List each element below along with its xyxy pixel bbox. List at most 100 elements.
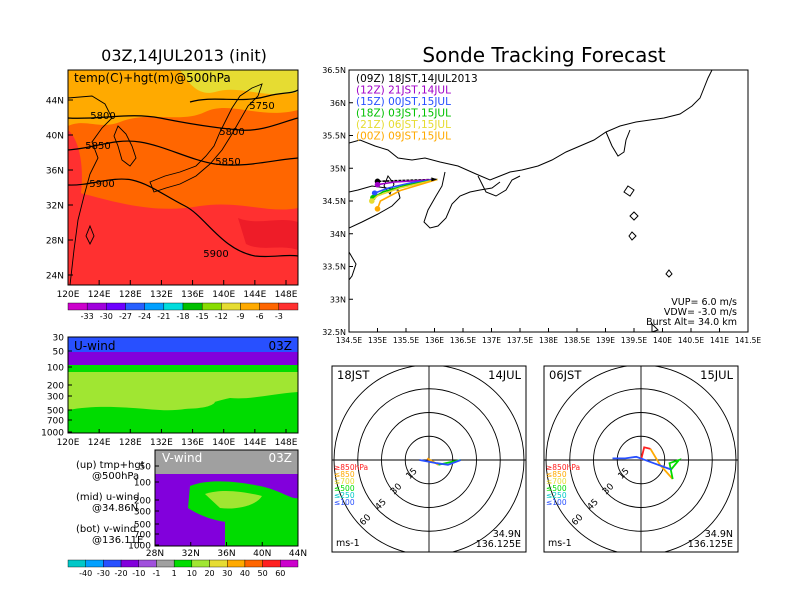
p-tick-label: 700 <box>134 531 151 541</box>
hodo-trace <box>419 459 462 466</box>
lon-tick-label: 120E <box>57 290 80 300</box>
lon-tick-label: 138.5E <box>564 336 590 345</box>
colorbar-swatch <box>86 302 107 311</box>
panel-notes: (up) tmp+hgt@500hPa (mid) u-wind@34.86N (b… <box>76 460 145 546</box>
hodo-trace <box>640 446 651 461</box>
hodo-location-lat: 34.9N <box>493 529 521 540</box>
hodo-unit: ms-1 <box>548 538 572 549</box>
track-map <box>349 70 748 332</box>
temp-lat-ticks: 44N 40N 36N 32N 28N 24N <box>46 97 73 282</box>
coast-honshu <box>349 70 713 181</box>
vwind-time: 03Z <box>269 451 293 465</box>
contour-label: 5800 <box>90 111 115 122</box>
p-tick-label: 100 <box>134 479 151 489</box>
hodo-level-legend: ≤850 <box>334 470 355 479</box>
colorbar-tick-label: -30 <box>97 569 110 578</box>
colorbar-swatch <box>125 302 145 311</box>
temp-map-label: temp(C)+hgt(m)@500hPa <box>74 71 231 85</box>
contour-labels: 5750 5800 5800 5850 5850 5900 5900 <box>85 101 274 260</box>
coast-shikoku <box>349 185 401 229</box>
colorbar-tick-label: 30 <box>222 569 232 578</box>
colorbar-swatch <box>209 559 228 568</box>
colorbar-swatch <box>103 559 122 568</box>
vwind-label: V-wind <box>162 451 202 465</box>
p-tick-label: 1000 <box>41 429 64 439</box>
lon-tick-label: 139E <box>596 336 615 345</box>
lon-tick-label: 140E <box>212 290 235 300</box>
lon-tick-label: 132E <box>150 438 173 448</box>
lon-tick-label: 148E <box>275 290 298 300</box>
temp-field-hot-east <box>238 218 298 250</box>
hodo-frame <box>543 365 739 553</box>
uwind-low-shear <box>165 397 215 409</box>
temp-lon-ticks: 120E 124E 128E 132E 136E 140E 144E 148E <box>57 280 298 300</box>
note-line: @34.86N <box>92 503 138 514</box>
temp-map-frame <box>67 69 299 286</box>
note-line: (mid) u-wind <box>76 492 139 503</box>
lat-tick-label: 35.5N <box>322 132 346 141</box>
vwind-band-lightgreen <box>205 490 262 509</box>
temp-field-hot-west <box>68 130 82 205</box>
lat-tick-label: 40N <box>46 132 64 142</box>
hodo-level-legend: ≤850 <box>546 470 567 479</box>
hodo-level-legend: ≤500 <box>546 484 567 493</box>
hodo-date: 15JUL <box>700 368 733 382</box>
lon-tick-label: 141.5E <box>735 336 761 345</box>
launch-arrow <box>431 177 438 182</box>
coast-asia <box>68 95 113 285</box>
p-tick-label: 500 <box>134 521 151 531</box>
colorbar-tick-label: -3 <box>275 312 283 321</box>
lon-tick-label: 135.5E <box>393 336 419 345</box>
lon-tick-label: 136E <box>181 290 204 300</box>
colorbar-swatch <box>221 302 241 311</box>
colorbar-tick-label: -9 <box>237 312 245 321</box>
lat-tick-label: 28N <box>46 237 64 247</box>
lon-tick-label: 140.5E <box>678 336 704 345</box>
lon-tick-label: 137.5E <box>507 336 533 345</box>
lon-tick-label: 120E <box>57 438 80 448</box>
lon-tick-label: 136.5E <box>450 336 476 345</box>
lon-tick-label: 135E <box>368 336 387 345</box>
lat-tick-label: 34N <box>330 230 346 239</box>
colorbar-swatch <box>67 559 86 568</box>
track-legend: (09Z) 18JST,14JUL2013(12Z) 21JST,14JUL(1… <box>356 73 478 143</box>
lon-tick-label: 144E <box>243 438 266 448</box>
landing-point <box>369 198 375 204</box>
colorbar-tick-label: 1 <box>172 569 177 578</box>
coast-japan <box>149 83 263 193</box>
lat-tick-label: 32.5N <box>322 328 346 337</box>
colorbar-swatch <box>182 302 203 311</box>
colorbar-swatch <box>156 559 175 568</box>
lat-tick-label: 34.5N <box>322 197 346 206</box>
p-tick-label: 700 <box>47 417 64 427</box>
p-tick-label: 50 <box>53 348 65 358</box>
landing-point <box>371 190 378 196</box>
hodo-level-legend: ≤250 <box>334 491 355 500</box>
hodo-trace <box>668 458 682 480</box>
lat-tick-label: 36N <box>330 99 346 108</box>
hgt-contour-5800 <box>68 115 298 131</box>
lon-tick-label: 148E <box>275 438 298 448</box>
temp-map <box>68 70 298 285</box>
colorbar-tick-label: -24 <box>138 312 151 321</box>
p-tick-label: 50 <box>140 463 152 473</box>
colorbar-tick-label: -15 <box>196 312 209 321</box>
lon-tick-label: 128E <box>119 290 142 300</box>
wind-colorbar: -40 -30 -20 -10 -1 1 10 20 30 40 50 60 <box>67 559 299 578</box>
lat-tick-label: 36.5N <box>322 66 346 75</box>
lon-tick-label: 132E <box>150 290 173 300</box>
hodo-level-legend: ≤700 <box>334 477 355 486</box>
legend-entry: (12Z) 21JST,14JUL <box>356 85 451 97</box>
hgt-contour-5750 <box>189 89 298 103</box>
lon-tick-label: 136E <box>425 336 444 345</box>
p-tick-label: 300 <box>47 393 64 403</box>
lon-tick-label: 139.5E <box>621 336 647 345</box>
uwind-panel <box>68 337 298 433</box>
temp-map-title: 03Z,14JUL2013 (init) <box>101 46 267 65</box>
p-tick-label: 100 <box>47 364 64 374</box>
hodo-level-legend: ≤700 <box>546 477 567 486</box>
colorbar-tick-label: -27 <box>119 312 132 321</box>
lat-tick-label: 35N <box>330 164 346 173</box>
